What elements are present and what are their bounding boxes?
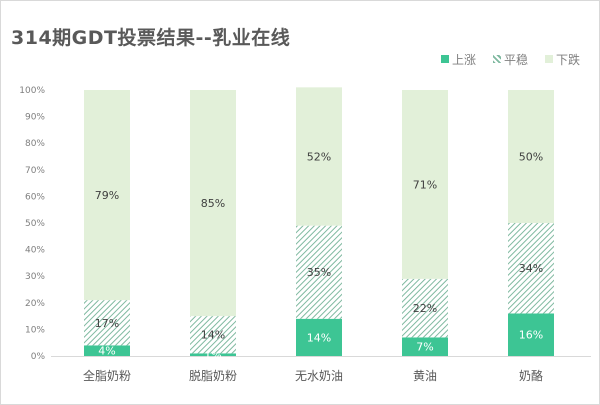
x-tick-label: 无水奶油 <box>295 369 343 383</box>
legend-item: 平稳 <box>493 51 528 67</box>
chart-title: 314期GDT投票结果--乳业在线 <box>11 27 291 49</box>
legend-label: 下跌 <box>556 52 581 67</box>
data-label: 52% <box>307 151 331 164</box>
data-label: 50% <box>519 151 543 164</box>
legend-swatch <box>493 55 501 63</box>
legend-item: 下跌 <box>545 51 580 67</box>
bar-segment <box>508 313 554 356</box>
y-tick-label: 30% <box>25 272 45 282</box>
y-tick-label: 100% <box>19 86 45 96</box>
data-label: 14% <box>307 331 331 344</box>
bar-segment <box>402 337 448 356</box>
data-label: 71% <box>413 178 437 191</box>
data-label: 34% <box>519 262 543 275</box>
y-tick-label: 70% <box>25 166 45 176</box>
data-label: 85% <box>201 197 225 210</box>
legend-label: 上涨 <box>452 52 477 67</box>
legend-swatch <box>441 55 449 63</box>
x-tick-label: 奶酪 <box>519 368 543 383</box>
bar-segment <box>296 318 342 356</box>
legend-label: 平稳 <box>504 52 529 67</box>
bar-segment <box>508 223 554 314</box>
legend-item: 上涨 <box>441 51 476 67</box>
bar-segment <box>402 90 448 279</box>
bar-segment <box>84 345 130 356</box>
bar-segment <box>296 87 342 226</box>
data-label: 16% <box>519 329 543 342</box>
data-label: 14% <box>201 329 225 342</box>
bar-segment <box>402 278 448 338</box>
x-tick-label: 脱脂奶粉 <box>189 368 237 383</box>
x-tick-label: 全脂奶粉 <box>83 368 131 383</box>
bar-segment <box>296 225 342 319</box>
y-tick-label: 0% <box>31 352 46 362</box>
y-tick-label: 40% <box>25 246 45 256</box>
data-label: 35% <box>307 266 331 279</box>
legend-swatch <box>545 55 553 63</box>
y-tick-label: 20% <box>25 299 45 309</box>
bar-segment <box>190 90 236 317</box>
bar-segment <box>508 90 554 223</box>
y-tick-label: 10% <box>25 325 45 335</box>
data-label: 4% <box>98 345 115 358</box>
data-label: 79% <box>95 189 119 202</box>
bar-segment <box>190 316 236 354</box>
y-tick-label: 90% <box>25 113 45 123</box>
bar-segment <box>84 90 130 301</box>
bar-segment <box>84 300 130 346</box>
data-label: 22% <box>413 302 437 315</box>
data-label: 17% <box>95 317 119 330</box>
x-tick-label: 黄油 <box>413 369 437 383</box>
y-tick-label: 80% <box>25 139 45 149</box>
y-tick-label: 50% <box>25 219 45 229</box>
bar-segment <box>190 353 236 356</box>
legend: 上涨 平稳 下跌 <box>441 51 591 67</box>
data-label: 7% <box>416 341 433 354</box>
y-tick-label: 60% <box>25 192 45 202</box>
